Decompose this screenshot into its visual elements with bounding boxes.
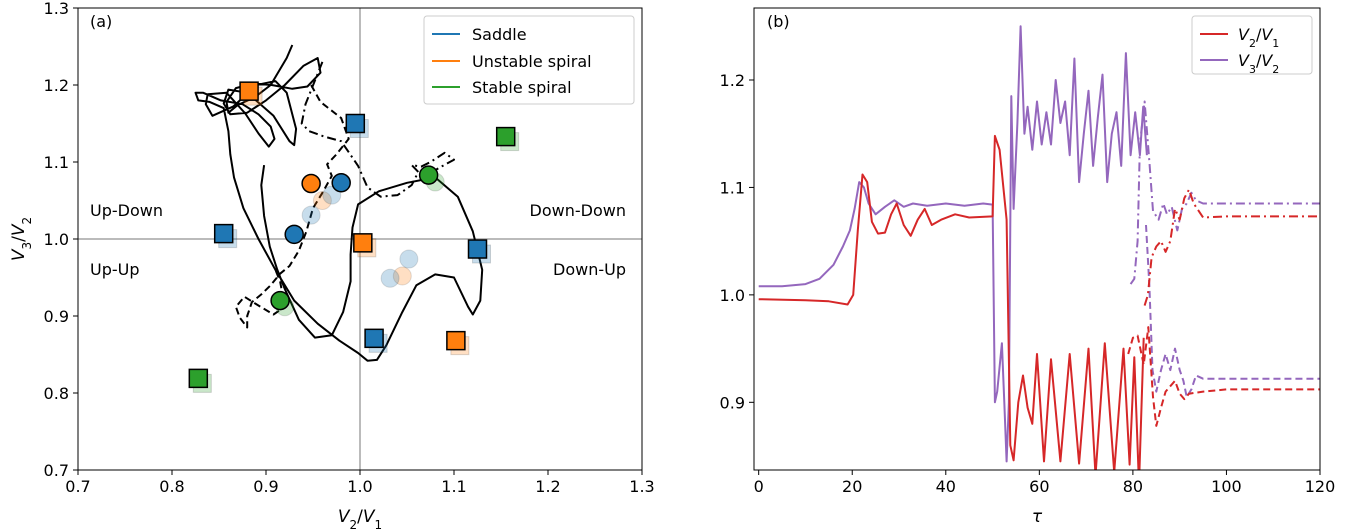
y-ticks-b: 0.9 1.0 1.1 1.2 [720, 71, 754, 412]
square-marker-unstable [239, 81, 259, 101]
trajectory-dashdot [300, 61, 455, 198]
y-tick-label: 0.9 [720, 393, 745, 412]
x-tick-label: 1.1 [441, 477, 466, 496]
y-axis-label-a: V3/V2 [9, 217, 34, 261]
x-ticks-a: 0.7 0.8 0.9 1.0 1.1 1.2 1.3 [65, 470, 655, 496]
region-label-down-down: Down-Down [530, 201, 626, 220]
series-line-v2v1-dashed [1127, 326, 1320, 427]
y-tick-label: 1.1 [44, 153, 69, 172]
legend-a-box [423, 15, 635, 105]
panel-b-frame [753, 7, 1321, 471]
faded-circle-marker [312, 191, 332, 210]
x-axis-label-b: τ [1032, 507, 1043, 527]
y-tick-label: 0.8 [44, 384, 69, 403]
series-line-v3v2-dashed [1145, 224, 1320, 398]
square-marker-saddle [467, 239, 488, 259]
x-tick-label: 40 [936, 477, 956, 496]
square-marker-saddle [364, 328, 384, 349]
legend-label-stable-spiral: Stable spiral [472, 78, 572, 97]
x-tick-label: 0 [754, 477, 764, 496]
legend-label-v3-v2: V3/V2 [1238, 51, 1279, 76]
faded-circle-marker [301, 205, 321, 225]
panel-a-chart: 0.7 0.8 0.9 1.0 1.1 1.2 1.3 0.7 0.8 0.9 1.0 1.1 1.2… [9, 0, 655, 531]
square-marker-stable [188, 368, 209, 389]
y-tick-label: 1.1 [720, 178, 745, 197]
fixed-point-markers [188, 81, 516, 389]
series-line-v2v1-dashdot [1143, 188, 1320, 306]
circle-marker-saddle [331, 173, 351, 193]
faded-circle-marker [380, 268, 400, 288]
legend-a: Saddle Unstable spiral Stable spiral [423, 15, 635, 105]
y-tick-label: 1.3 [44, 0, 69, 18]
x-tick-label: 1.2 [535, 477, 560, 496]
y-tick-label: 0.9 [44, 307, 69, 326]
square-marker-saddle [345, 113, 366, 134]
panel-a-label: (a) [90, 12, 112, 31]
y-tick-label: 1.2 [44, 76, 69, 95]
y-ticks-a: 0.7 0.8 0.9 1.0 1.1 1.2 1.3 [44, 0, 78, 480]
region-label-up-up: Up-Up [90, 260, 140, 279]
y-tick-label: 1.0 [44, 230, 69, 249]
x-tick-label: 120 [1305, 477, 1336, 496]
legend-label-saddle: Saddle [472, 25, 527, 44]
y-tick-label: 1.0 [720, 286, 745, 305]
x-tick-label: 1.3 [629, 477, 654, 496]
faded-circle-marker [399, 249, 419, 269]
y-tick-label: 0.7 [44, 461, 69, 480]
panel-b-chart: 0 20 40 60 80 100 120 0.9 1.0 1.1 1.2 (b) V2/V1 V… [720, 7, 1336, 527]
x-tick-label: 100 [1211, 477, 1242, 496]
x-tick-label: 0.9 [253, 477, 278, 496]
legend-label-v2-v1: V2/V1 [1238, 25, 1279, 50]
series-line-v2v1-solid [758, 134, 1145, 470]
x-tick-label: 60 [1029, 477, 1049, 496]
x-ticks-b: 0 20 40 60 80 100 120 [754, 470, 1336, 496]
x-tick-label: 0.8 [159, 477, 184, 496]
region-label-up-down: Up-Down [90, 201, 163, 220]
series-line-v3v2-dashdot [1129, 100, 1320, 285]
circle-marker-saddle [284, 224, 304, 245]
panel-b-label: (b) [767, 12, 790, 31]
x-axis-label-a: V2/V1 [338, 507, 382, 531]
x-tick-label: 80 [1123, 477, 1143, 496]
circle-marker-unstable [301, 173, 321, 194]
faded-circle-marker [392, 266, 412, 286]
x-tick-label: 1.0 [347, 477, 372, 496]
series-line-v3v2-solid [758, 25, 1148, 463]
legend-label-unstable-spiral: Unstable spiral [472, 52, 592, 71]
x-tick-label: 20 [842, 477, 862, 496]
square-marker-stable [495, 126, 516, 147]
x-tick-label: 0.7 [65, 477, 90, 496]
legend-b: V2/V1 V3/V2 [1191, 15, 1313, 76]
trajectory-solid [194, 44, 484, 362]
time-series [758, 25, 1320, 470]
square-marker-saddle [213, 223, 234, 244]
square-marker-unstable [353, 233, 373, 253]
trajectory-dashed [234, 84, 350, 329]
square-marker-unstable [446, 330, 466, 351]
circle-marker-stable [418, 165, 439, 185]
circle-marker-stable [270, 290, 290, 311]
trajectories [194, 44, 484, 362]
region-label-down-up: Down-Up [553, 260, 626, 279]
y-tick-label: 1.2 [720, 71, 745, 90]
